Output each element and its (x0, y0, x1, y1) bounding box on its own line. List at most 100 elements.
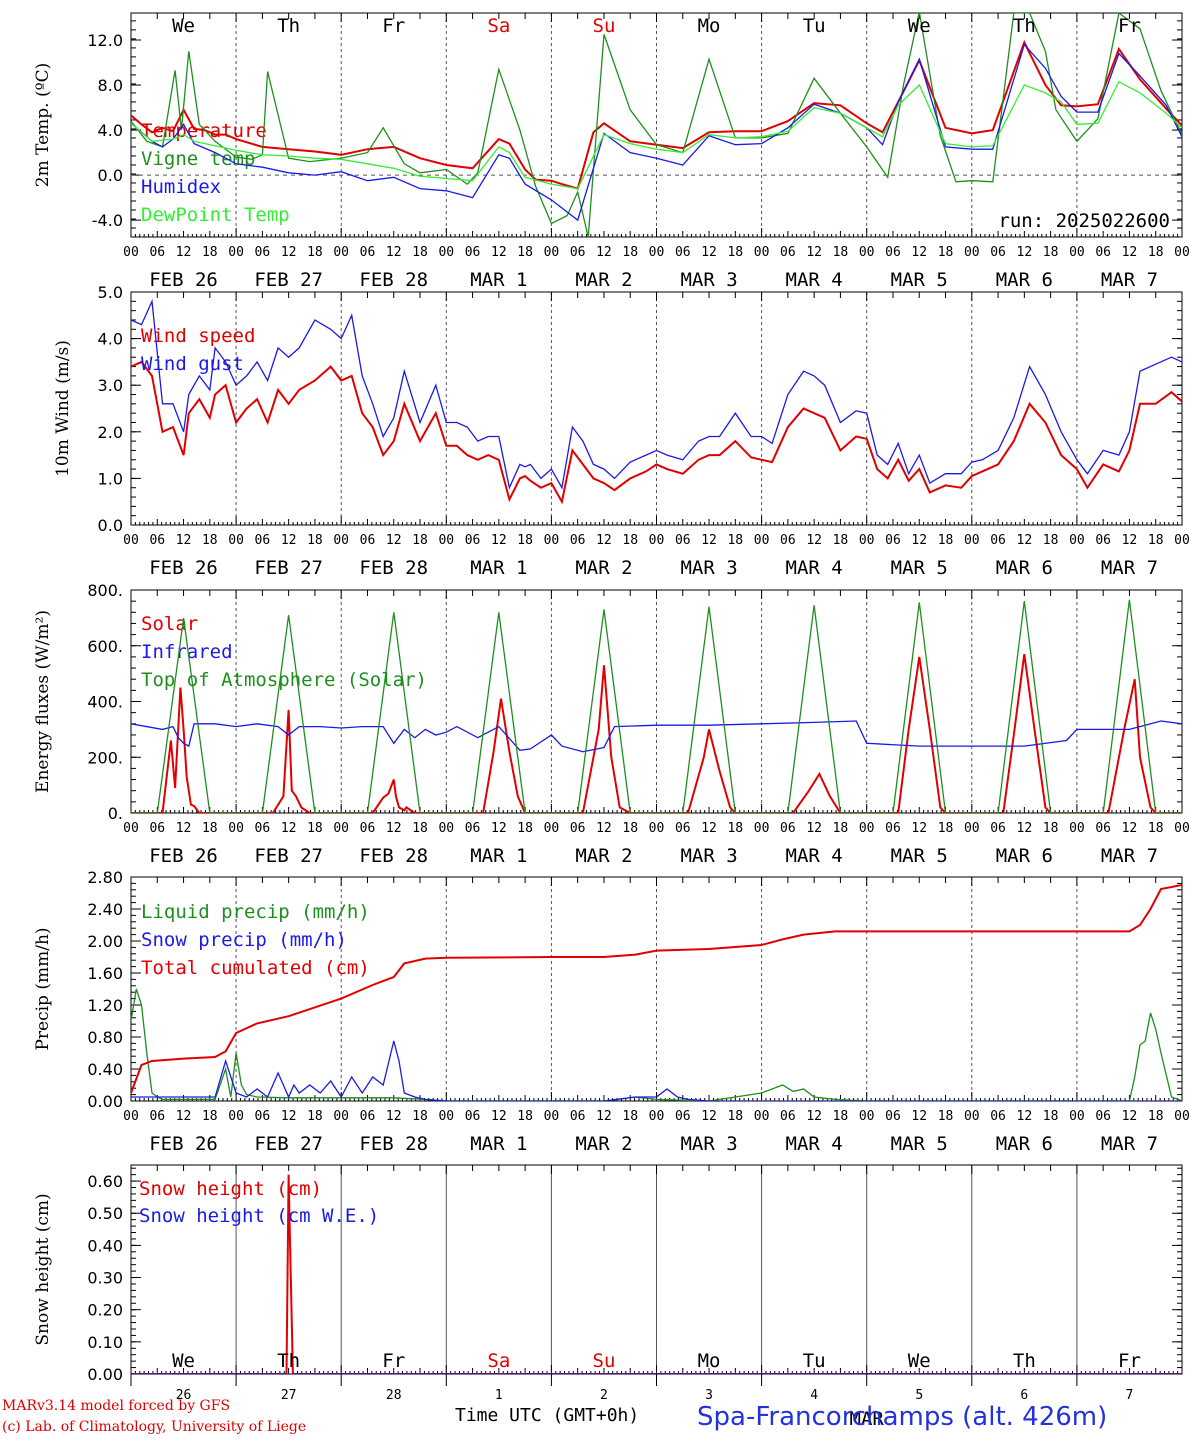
hour-tick-label: 18 (1148, 533, 1164, 548)
y-tick-label: 1.60 (87, 964, 123, 983)
hour-tick-label: 12 (806, 533, 822, 548)
hour-tick-label: 00 (964, 533, 980, 548)
hour-tick-label: 12 (491, 245, 507, 260)
date-label: MAR 6 (996, 269, 1053, 291)
hour-tick-label: 00 (649, 245, 665, 260)
y-tick-label: 800. (87, 581, 123, 600)
hour-tick-label: 12 (806, 821, 822, 836)
hour-tick-label: 12 (1017, 245, 1033, 260)
day-number-label: 27 (281, 1388, 297, 1403)
hour-tick-label: 12 (911, 821, 927, 836)
hour-tick-label: 18 (727, 821, 743, 836)
y-tick-label: 0.50 (87, 1204, 123, 1223)
date-label: MAR 3 (680, 1133, 737, 1155)
hour-tick-label: 06 (149, 821, 165, 836)
hour-tick-label: 12 (596, 245, 612, 260)
hour-tick-label: 06 (149, 1109, 165, 1124)
hour-tick-label: 00 (228, 1109, 244, 1124)
run-annotation: run: 2025022600 (998, 210, 1170, 232)
hour-tick-label: 18 (307, 533, 323, 548)
hour-tick-label: 18 (622, 1109, 638, 1124)
series-line-wind-gust (131, 298, 1182, 490)
hour-tick-label: 00 (228, 245, 244, 260)
series-line-humidex (131, 43, 1182, 222)
hour-tick-label: 18 (727, 245, 743, 260)
day-number-label: 28 (386, 1388, 402, 1403)
hour-tick-label: 12 (596, 533, 612, 548)
hour-tick-label: 12 (491, 1109, 507, 1124)
hour-tick-label: 00 (544, 245, 560, 260)
hour-tick-label: 06 (570, 1109, 586, 1124)
hour-tick-label: 12 (596, 1109, 612, 1124)
hour-tick-label: 06 (465, 533, 481, 548)
chart-panel-3: 800. 600. 400. 200. 0. Energy fluxes (W/m²) So… (33, 581, 1190, 867)
hour-tick-label: 00 (228, 821, 244, 836)
hour-tick-label: 06 (570, 245, 586, 260)
hour-tick-label: 00 (754, 1109, 770, 1124)
day-number-label: 1 (495, 1388, 503, 1403)
hour-tick-label: 12 (701, 821, 717, 836)
weekday-label: Th (1013, 15, 1036, 37)
hour-tick-label: 12 (176, 1109, 192, 1124)
hour-tick-label: 18 (938, 1109, 954, 1124)
hour-tick-label: 00 (859, 821, 875, 836)
hour-tick-label: 18 (622, 245, 638, 260)
hour-tick-label: 00 (859, 533, 875, 548)
hour-tick-label: 18 (517, 1109, 533, 1124)
hour-tick-label: 06 (149, 245, 165, 260)
hour-tick-label: 06 (675, 533, 691, 548)
hour-tick-label: 00 (964, 245, 980, 260)
y-tick-label: 0.0 (98, 166, 123, 185)
hour-tick-label: 12 (281, 533, 297, 548)
y-tick-label: 0.00 (87, 1365, 123, 1384)
hour-tick-label: 18 (412, 1109, 428, 1124)
date-label: MAR 1 (470, 557, 527, 579)
legend-entry: Wind gust (141, 353, 244, 375)
hour-tick-label: 18 (1148, 1109, 1164, 1124)
hour-tick-label: 00 (438, 533, 454, 548)
day-number-label: 6 (1020, 1388, 1028, 1403)
hour-tick-label: 00 (754, 533, 770, 548)
hour-tick-label: 18 (1043, 533, 1059, 548)
location-title: Spa-Francorchamps (alt. 426m) (697, 1402, 1108, 1432)
hour-tick-label: 00 (544, 1109, 560, 1124)
hour-tick-label: 18 (307, 821, 323, 836)
series-line-solar (131, 653, 1182, 813)
hour-tick-label: 06 (780, 245, 796, 260)
date-label: MAR 6 (996, 557, 1053, 579)
y-tick-label: 4.0 (98, 330, 123, 349)
weekday-label: Th (1013, 1350, 1036, 1372)
hour-tick-label: 00 (1174, 1109, 1190, 1124)
hour-tick-label: 18 (202, 245, 218, 260)
day-number-label: 2 (600, 1388, 608, 1403)
hour-tick-label: 00 (123, 821, 139, 836)
hour-tick-label: 18 (202, 1109, 218, 1124)
weekday-label: Su (593, 1350, 616, 1372)
legend-entry: Temperature (141, 120, 267, 142)
weekday-label: Fr (1118, 1350, 1141, 1372)
hour-tick-label: 00 (123, 1109, 139, 1124)
y-axis-label: Precip (mm/h) (33, 927, 53, 1050)
hour-tick-label: 18 (307, 245, 323, 260)
hour-tick-label: 00 (438, 821, 454, 836)
hour-tick-label: 06 (885, 821, 901, 836)
legend-entry: Liquid precip (mm/h) (141, 901, 370, 923)
copyright-credit: (c) Lab. of Climatology, University of L… (2, 1419, 307, 1435)
y-axis-label: Snow height (cm) (33, 1193, 53, 1345)
hour-tick-label: 00 (333, 1109, 349, 1124)
hour-tick-label: 00 (1174, 245, 1190, 260)
model-credit: MARv3.14 model forced by GFS (2, 1398, 231, 1414)
weekday-label: Mo (698, 15, 721, 37)
hour-tick-label: 00 (438, 1109, 454, 1124)
hour-tick-label: 12 (386, 821, 402, 836)
hour-tick-label: 06 (780, 533, 796, 548)
hour-tick-label: 12 (386, 533, 402, 548)
hour-tick-label: 18 (938, 245, 954, 260)
hour-tick-label: 00 (964, 821, 980, 836)
hour-tick-label: 12 (1122, 245, 1138, 260)
legend-entry: Vigne temp (141, 148, 255, 170)
date-label: MAR 2 (575, 269, 632, 291)
hour-tick-label: 06 (1095, 245, 1111, 260)
hour-tick-label: 18 (833, 245, 849, 260)
hour-tick-label: 06 (255, 245, 271, 260)
